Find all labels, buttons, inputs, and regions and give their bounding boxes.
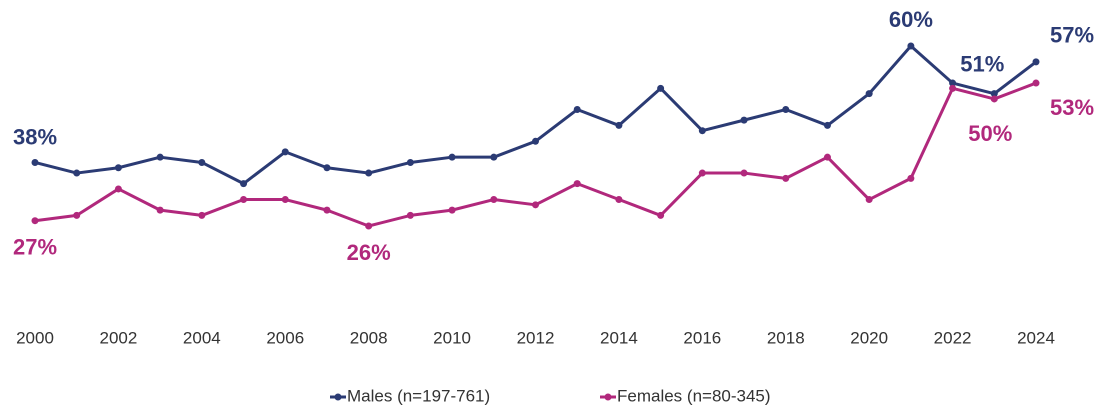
point — [240, 180, 248, 188]
point — [240, 196, 248, 204]
point — [823, 153, 831, 161]
data-label: 50% — [968, 121, 1012, 146]
point — [907, 42, 915, 50]
x-tick-label: 2024 — [1017, 328, 1055, 347]
data-label: 60% — [889, 7, 933, 32]
point — [281, 148, 289, 156]
point — [490, 153, 498, 161]
point — [740, 169, 748, 177]
point — [365, 222, 373, 230]
point — [865, 196, 873, 204]
point — [448, 206, 456, 214]
point — [532, 137, 539, 145]
point — [156, 153, 164, 161]
point — [573, 106, 581, 114]
x-tick-label: 2006 — [266, 328, 304, 347]
point — [114, 164, 122, 172]
point — [31, 158, 39, 166]
data-label: 57% — [1050, 23, 1094, 48]
point — [323, 164, 331, 172]
x-tick-label: 2010 — [433, 328, 471, 347]
point — [281, 196, 289, 204]
point — [31, 217, 39, 225]
data-label: 26% — [347, 240, 391, 265]
series-line — [34, 44, 1037, 186]
point — [156, 206, 164, 214]
point — [698, 169, 706, 177]
point — [615, 121, 623, 129]
point — [657, 211, 665, 219]
data-label: 38% — [13, 124, 57, 149]
legend-marker — [604, 393, 612, 401]
x-tick-label: 2008 — [350, 328, 388, 347]
x-tick-label: 2000 — [16, 328, 54, 347]
x-tick-label: 2002 — [100, 328, 138, 347]
data-label: 27% — [13, 235, 57, 260]
point — [114, 185, 122, 193]
point — [490, 196, 498, 204]
point — [406, 211, 414, 219]
point — [990, 95, 998, 103]
legend-marker — [334, 393, 342, 401]
x-tick-label: 2014 — [600, 328, 638, 347]
point — [949, 84, 957, 92]
point — [615, 196, 623, 204]
point — [1032, 58, 1040, 66]
point — [782, 174, 790, 182]
x-tick-label: 2022 — [934, 328, 972, 347]
point — [990, 90, 998, 98]
point — [448, 153, 456, 161]
point — [532, 201, 539, 209]
point — [323, 206, 331, 214]
point — [698, 127, 706, 135]
x-tick-label: 2020 — [850, 328, 888, 347]
legend-label: Males (n=197-761) — [347, 386, 490, 405]
point — [198, 211, 206, 219]
point — [198, 158, 206, 166]
x-tick-label: 2016 — [683, 328, 721, 347]
point — [1032, 79, 1040, 87]
point — [657, 84, 665, 92]
point — [949, 79, 957, 87]
point — [823, 121, 831, 129]
data-label: 53% — [1050, 95, 1094, 120]
point — [573, 180, 581, 188]
point — [365, 169, 373, 177]
x-tick-label: 2018 — [767, 328, 805, 347]
point — [782, 106, 790, 114]
point — [73, 169, 81, 177]
legend-label: Females (n=80-345) — [617, 386, 771, 405]
x-tick-label: 2004 — [183, 328, 221, 347]
point — [740, 116, 748, 124]
point — [907, 174, 915, 182]
x-tick-label: 2012 — [517, 328, 555, 347]
data-label: 51% — [960, 51, 1004, 76]
point — [865, 90, 873, 98]
point — [73, 211, 81, 219]
point — [406, 158, 414, 166]
